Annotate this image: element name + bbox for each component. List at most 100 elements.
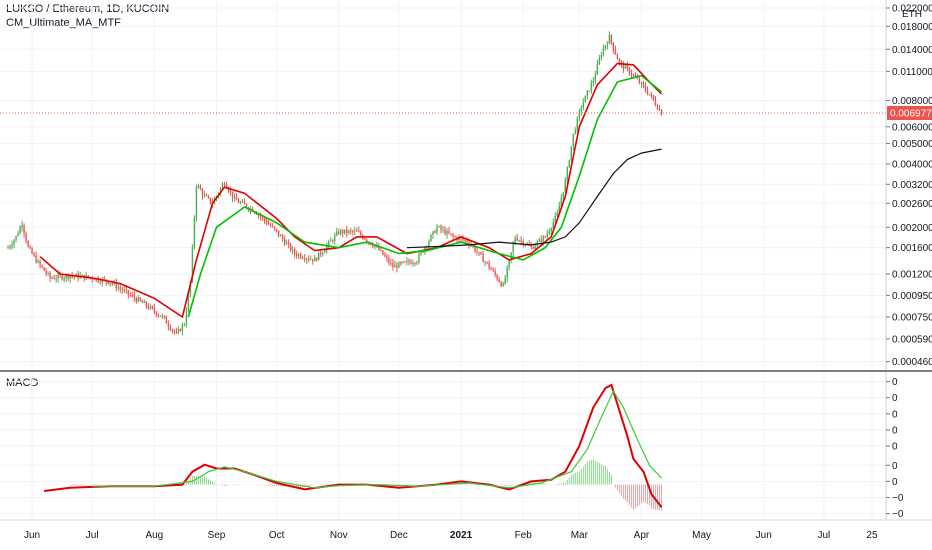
candle xyxy=(590,79,593,95)
candle xyxy=(199,184,202,191)
moving-averages xyxy=(39,62,663,319)
candle xyxy=(307,255,310,263)
candle xyxy=(159,315,162,317)
candle xyxy=(69,275,71,284)
candle xyxy=(316,257,318,262)
candle xyxy=(221,182,224,189)
candle xyxy=(171,328,174,334)
candle xyxy=(281,233,284,242)
candle xyxy=(203,190,206,198)
candle xyxy=(309,255,312,261)
candle xyxy=(446,228,448,239)
candle xyxy=(25,231,27,244)
candle xyxy=(312,259,314,265)
candle xyxy=(574,127,577,135)
candle xyxy=(384,251,386,258)
candle xyxy=(179,328,182,332)
candle xyxy=(450,233,452,236)
candle xyxy=(588,90,591,92)
candle xyxy=(269,222,272,228)
candle xyxy=(578,108,581,122)
candle xyxy=(436,223,438,235)
ma-green-line xyxy=(187,74,663,318)
candle xyxy=(197,183,200,189)
candle xyxy=(618,58,621,67)
candle xyxy=(500,280,502,288)
candle xyxy=(546,229,548,240)
candle xyxy=(243,198,246,205)
candle xyxy=(273,226,276,231)
candle xyxy=(610,34,613,46)
candle xyxy=(480,251,482,255)
candle xyxy=(287,239,290,249)
candle xyxy=(314,254,316,262)
x-tick-label: 25 xyxy=(866,530,878,541)
x-tick-label: Jul xyxy=(817,530,830,541)
candle xyxy=(7,245,9,249)
candle xyxy=(498,276,500,283)
candle xyxy=(496,273,498,282)
candle xyxy=(392,259,394,271)
candle xyxy=(271,223,274,228)
candle xyxy=(17,230,19,237)
candle xyxy=(31,246,33,255)
candle xyxy=(37,259,39,264)
candle xyxy=(63,276,65,283)
candle xyxy=(185,307,188,328)
candle xyxy=(584,95,587,103)
candle xyxy=(109,282,111,287)
candle xyxy=(165,315,168,324)
candle xyxy=(600,51,603,61)
candle xyxy=(49,270,51,282)
x-tick-label: Jun xyxy=(24,530,40,541)
candle xyxy=(616,53,619,60)
candle xyxy=(548,228,550,236)
candle xyxy=(622,61,625,73)
candles xyxy=(7,31,663,336)
macd-tick-label: −0 xyxy=(892,493,904,504)
candle xyxy=(43,266,45,272)
ma-long-line xyxy=(406,148,662,249)
candle xyxy=(656,103,659,110)
candle xyxy=(11,240,13,250)
candle xyxy=(580,105,583,116)
candle xyxy=(53,274,55,280)
candle xyxy=(13,238,15,249)
signal-line xyxy=(92,390,662,489)
candle xyxy=(642,80,645,89)
candle xyxy=(344,229,346,235)
candle xyxy=(342,228,344,238)
candle xyxy=(414,262,416,267)
candle xyxy=(566,166,568,185)
candle xyxy=(153,304,156,315)
candle xyxy=(15,235,17,243)
candle xyxy=(374,245,376,250)
candle xyxy=(299,252,302,260)
candle xyxy=(432,230,434,239)
macd-tick-label: 0 xyxy=(892,461,898,472)
candle xyxy=(149,303,152,311)
candle xyxy=(181,322,184,336)
candle xyxy=(291,245,294,255)
candle xyxy=(452,232,454,241)
candle xyxy=(330,237,332,242)
candle xyxy=(412,259,414,267)
candle xyxy=(628,66,631,76)
candle xyxy=(318,252,320,261)
candle xyxy=(640,81,643,88)
candle xyxy=(9,244,11,251)
candle xyxy=(592,76,595,87)
candle xyxy=(127,289,129,299)
candle xyxy=(237,197,240,204)
candle xyxy=(161,313,164,320)
candle xyxy=(39,259,41,269)
macd-tick-label: 0 xyxy=(892,425,898,436)
candle xyxy=(293,247,296,258)
x-tick-label: Apr xyxy=(634,530,650,541)
last-price-badge: 0.0069774 xyxy=(887,105,932,120)
x-tick-label: Nov xyxy=(330,530,348,541)
